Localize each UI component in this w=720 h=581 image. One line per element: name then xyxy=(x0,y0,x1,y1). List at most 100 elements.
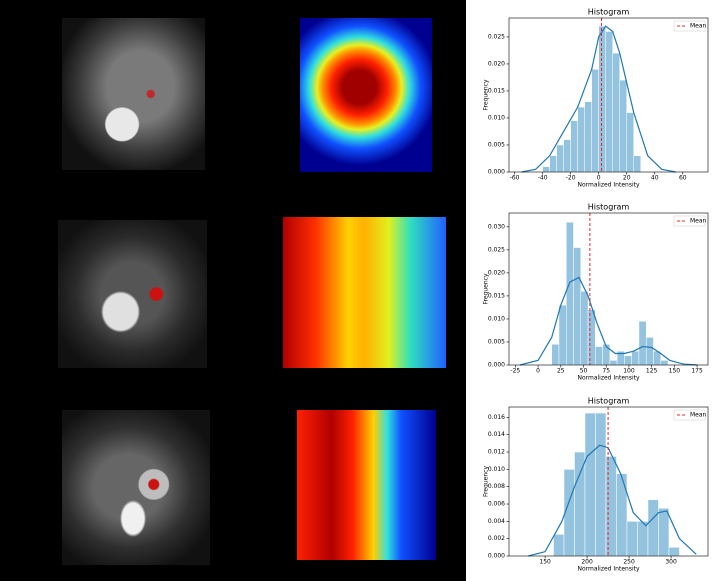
heatmap xyxy=(283,217,446,368)
bar xyxy=(573,247,582,366)
chart-title: Histogram xyxy=(588,8,630,17)
x-tick-label: 150 xyxy=(669,368,681,375)
x-axis-label: Normalized Intensity xyxy=(577,375,639,382)
x-tick-label: 75 xyxy=(602,368,610,375)
y-tick-label: 0.005 xyxy=(488,141,505,148)
y-tick-label: 0.008 xyxy=(488,483,505,490)
bar xyxy=(584,101,592,173)
y-axis-label: Frequency xyxy=(483,79,490,110)
bar xyxy=(609,360,618,366)
x-axis-label: Normalized Intensity xyxy=(577,182,639,189)
mri-slice xyxy=(62,18,205,170)
heatmap xyxy=(297,410,436,560)
bar xyxy=(645,337,654,366)
bar xyxy=(542,166,550,173)
bar xyxy=(565,221,574,366)
chart-title: Histogram xyxy=(588,397,630,406)
y-tick-label: 0.010 xyxy=(488,114,505,121)
x-tick-label: 250 xyxy=(623,559,635,566)
bar xyxy=(605,456,617,557)
x-tick-label: 25 xyxy=(557,368,565,375)
y-tick-label: 0.000 xyxy=(488,553,505,560)
bar xyxy=(574,451,586,557)
bar xyxy=(619,79,627,173)
x-tick-label: 0 xyxy=(536,368,540,375)
x-tick-label: 125 xyxy=(646,368,658,375)
x-tick-label: 200 xyxy=(581,559,593,566)
bar xyxy=(591,69,599,173)
y-tick-label: 0.016 xyxy=(488,414,505,421)
bar xyxy=(598,25,606,173)
y-tick-label: 0.012 xyxy=(488,449,505,456)
axes-frame xyxy=(508,406,709,557)
x-tick-label: 20 xyxy=(623,175,631,182)
bar xyxy=(563,139,571,173)
legend-box xyxy=(673,20,706,32)
chart-title: Histogram xyxy=(588,203,630,212)
y-tick-label: 0.004 xyxy=(488,518,505,525)
x-tick-label: -25 xyxy=(510,368,520,375)
bar xyxy=(580,291,589,366)
legend-box xyxy=(673,215,706,227)
x-axis-label: Normalized Intensity xyxy=(577,566,639,573)
legend-label: Mean xyxy=(690,23,707,30)
x-tick-label: 0 xyxy=(597,175,601,182)
bar xyxy=(605,31,613,173)
bar xyxy=(577,106,585,173)
mri-slice xyxy=(62,410,210,565)
bar xyxy=(551,344,560,366)
bar xyxy=(631,350,640,366)
y-tick-label: 0.020 xyxy=(488,269,505,276)
bar xyxy=(612,52,620,173)
bar xyxy=(556,144,564,173)
x-tick-label: 50 xyxy=(580,368,588,375)
bar xyxy=(595,412,607,557)
bar xyxy=(570,120,578,173)
x-tick-label: 100 xyxy=(623,368,635,375)
x-tick-label: 60 xyxy=(679,175,687,182)
bar xyxy=(637,521,649,557)
x-tick-label: -40 xyxy=(538,175,548,182)
bar xyxy=(602,344,611,366)
x-tick-label: 175 xyxy=(691,368,703,375)
bar xyxy=(558,304,567,366)
y-tick-label: 0.005 xyxy=(488,338,505,345)
y-axis-label: Frequency xyxy=(483,466,490,497)
bar xyxy=(584,412,596,557)
y-tick-label: 0.025 xyxy=(488,246,505,253)
legend-label: Mean xyxy=(690,412,707,419)
x-tick-label: -20 xyxy=(566,175,576,182)
bar xyxy=(668,547,680,557)
bar xyxy=(553,534,565,557)
y-axis-label: Frequency xyxy=(483,273,490,304)
bar xyxy=(626,112,634,173)
y-tick-label: 0.010 xyxy=(488,315,505,322)
y-tick-label: 0.002 xyxy=(488,535,505,542)
bar xyxy=(595,346,603,366)
bar xyxy=(549,155,557,173)
bar xyxy=(587,309,596,366)
y-tick-label: 0.030 xyxy=(488,223,505,230)
y-tick-label: 0.014 xyxy=(488,431,505,438)
axes-frame xyxy=(508,212,709,366)
y-tick-label: 0.015 xyxy=(488,87,505,94)
heatmap xyxy=(300,18,432,172)
bar xyxy=(660,360,669,366)
axes-frame xyxy=(508,17,709,173)
y-tick-label: 0.000 xyxy=(488,362,505,369)
y-tick-label: 0.010 xyxy=(488,466,505,473)
y-tick-label: 0.000 xyxy=(488,169,505,176)
x-tick-label: -60 xyxy=(510,175,520,182)
bar xyxy=(633,155,641,173)
bar xyxy=(616,473,628,557)
x-tick-label: 40 xyxy=(651,175,659,182)
y-tick-label: 0.020 xyxy=(488,60,505,67)
bar xyxy=(658,508,670,557)
legend-box xyxy=(673,409,706,421)
kde-line xyxy=(521,25,676,173)
kde-line xyxy=(528,444,697,557)
bar xyxy=(638,320,647,366)
y-tick-label: 0.006 xyxy=(488,501,505,508)
